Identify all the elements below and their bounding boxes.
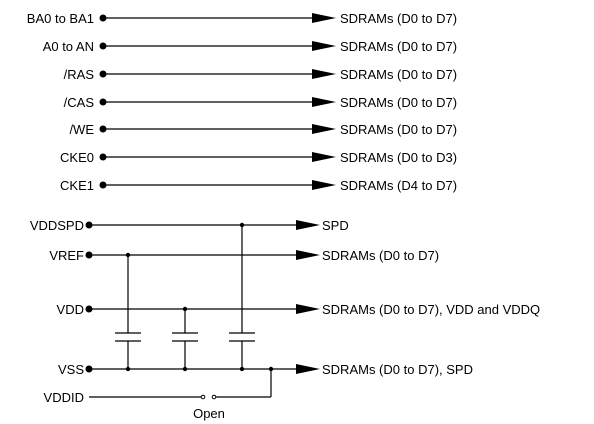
power-row-vss: VSS SDRAMs (D0 to D7), SPD [58,362,473,377]
signal-target: SDRAMs (D0 to D7) [340,11,457,26]
power-row-vddid: VDDID Open [44,369,272,421]
signal-label: CKE1 [60,178,94,193]
arrow-icon [296,304,320,314]
signal-row-cke0: CKE0 SDRAMs (D0 to D3) [60,150,457,165]
power-target: SPD [322,218,349,233]
signal-target: SDRAMs (D0 to D7) [340,39,457,54]
signal-target: SDRAMs (D0 to D7) [340,67,457,82]
power-label: VSS [58,362,84,377]
signal-target: SDRAMs (D0 to D7) [340,122,457,137]
power-target: SDRAMs (D0 to D7), SPD [322,362,473,377]
arrow-icon [312,152,336,162]
signal-target: SDRAMs (D4 to D7) [340,178,457,193]
arrow-icon [296,220,320,230]
signal-row-ras: /RAS SDRAMs (D0 to D7) [64,67,457,82]
switch-label: Open [193,406,225,421]
power-row-vref: VREF SDRAMs (D0 to D7) [49,248,439,263]
arrow-icon [312,69,336,79]
power-label: VDDSPD [30,218,84,233]
capacitor-vdd-vss [172,309,198,369]
signal-label: /RAS [64,67,95,82]
power-label: VDDID [44,390,84,405]
arrow-icon [312,124,336,134]
arrow-icon [296,250,320,260]
signal-row-a: A0 to AN SDRAMs (D0 to D7) [43,39,457,54]
signal-row-ba: BA0 to BA1 SDRAMs (D0 to D7) [27,11,457,26]
power-row-vdd: VDD SDRAMs (D0 to D7), VDD and VDDQ [57,302,541,317]
arrow-icon [312,41,336,51]
switch-contact [211,394,217,400]
power-target: SDRAMs (D0 to D7), VDD and VDDQ [322,302,540,317]
power-label: VDD [57,302,84,317]
signal-label: BA0 to BA1 [27,11,94,26]
arrow-icon [296,364,320,374]
signal-row-we: /WE SDRAMs (D0 to D7) [69,122,457,137]
capacitor-vref-vss [115,255,141,369]
signal-target: SDRAMs (D0 to D7) [340,95,457,110]
capacitor-vddspd-vss [229,225,255,369]
arrow-icon [312,13,336,23]
power-row-vddspd: VDDSPD SPD [30,218,349,233]
switch-contact [200,394,206,400]
signal-row-cke1: CKE1 SDRAMs (D4 to D7) [60,178,457,193]
power-label: VREF [49,248,84,263]
power-target: SDRAMs (D0 to D7) [322,248,439,263]
signal-label: /WE [69,122,94,137]
signal-target: SDRAMs (D0 to D3) [340,150,457,165]
arrow-icon [312,180,336,190]
signal-label: A0 to AN [43,39,94,54]
signal-row-cas: /CAS SDRAMs (D0 to D7) [64,95,457,110]
signal-label: CKE0 [60,150,94,165]
signal-label: /CAS [64,95,95,110]
arrow-icon [312,97,336,107]
